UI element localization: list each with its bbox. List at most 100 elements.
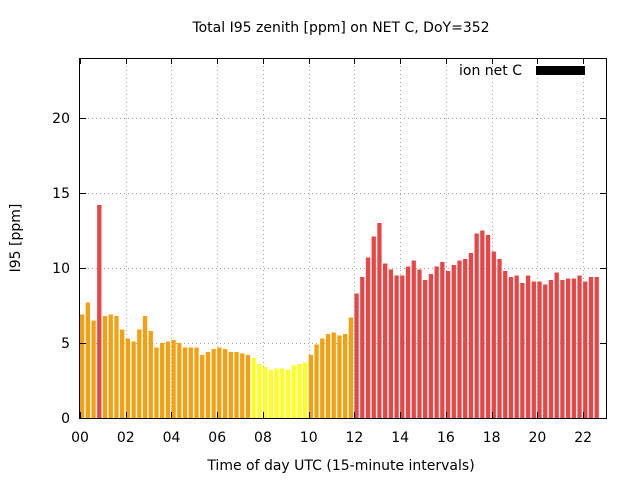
x-tick-label: 20 [528, 430, 546, 446]
x-tick-label: 08 [254, 430, 272, 446]
bar [297, 364, 302, 418]
bar [142, 316, 148, 418]
bar [354, 293, 359, 418]
bar [503, 271, 508, 418]
bar [440, 262, 445, 418]
bar [91, 320, 96, 418]
axis-ticks: 0 5 10 15 20 00 02 04 06 08 10 12 14 16 18 20 22 [52, 58, 606, 446]
bar [554, 272, 559, 418]
bar [480, 230, 485, 418]
bar [222, 349, 228, 418]
bar [251, 358, 256, 418]
bar [302, 362, 308, 418]
x-axis-label: Time of day UTC (15-minute intervals) [206, 458, 474, 474]
bar [211, 349, 216, 418]
bar [331, 332, 336, 418]
bar [177, 343, 182, 418]
bar [85, 302, 91, 418]
bar [160, 343, 165, 418]
bar [577, 275, 582, 418]
bar [571, 278, 576, 418]
bar [325, 334, 331, 418]
x-tick-label: 06 [208, 430, 226, 446]
bar-series [80, 205, 599, 418]
bar [400, 275, 405, 418]
bar [377, 223, 382, 418]
bar [388, 269, 394, 418]
bar [240, 353, 245, 418]
x-tick-label: 18 [483, 430, 501, 446]
y-tick-label: 5 [61, 336, 70, 352]
bar [274, 368, 279, 418]
bar [463, 259, 468, 418]
y-tick-label: 15 [52, 186, 70, 202]
bar [417, 269, 422, 418]
bar [285, 370, 291, 418]
bar [383, 263, 388, 418]
bar [491, 251, 496, 418]
legend-swatch [536, 66, 585, 75]
bar [154, 347, 159, 418]
bar [548, 280, 554, 418]
bar [120, 329, 125, 418]
bar [257, 364, 262, 418]
bar [308, 355, 313, 418]
x-tick-label: 12 [346, 430, 364, 446]
bar [360, 277, 365, 418]
x-tick-label: 14 [391, 430, 409, 446]
bar [280, 368, 285, 418]
bar [588, 277, 594, 418]
bar [405, 266, 411, 418]
bar [194, 347, 199, 418]
bar [428, 274, 434, 418]
x-tick-label: 10 [300, 430, 318, 446]
y-tick-label: 20 [52, 111, 70, 127]
bar [234, 352, 239, 418]
bar [125, 338, 131, 418]
legend: ion net C [459, 63, 585, 79]
bar [217, 347, 222, 418]
bar [165, 341, 171, 418]
bar [148, 331, 153, 418]
bar [80, 314, 85, 418]
bar [97, 205, 102, 418]
legend-label: ion net C [459, 63, 522, 79]
bar [268, 370, 273, 418]
bar [365, 257, 371, 418]
bar [205, 352, 211, 418]
bar [537, 281, 542, 418]
x-tick-label: 22 [574, 430, 592, 446]
bar [337, 335, 342, 418]
bar [291, 365, 296, 418]
plot-frame [79, 58, 607, 419]
bar [137, 329, 142, 418]
bar [594, 277, 599, 418]
bar [262, 367, 268, 418]
y-tick-label: 10 [52, 261, 70, 277]
x-tick-label: 00 [71, 430, 89, 446]
bar [182, 347, 188, 418]
bar [560, 280, 565, 418]
bar [474, 233, 479, 418]
bar [108, 314, 113, 418]
bar [171, 340, 176, 418]
bar [457, 260, 462, 418]
bar [394, 275, 399, 418]
bar [411, 260, 416, 418]
bar [434, 266, 439, 418]
bar [514, 275, 519, 418]
bar [314, 344, 319, 418]
bar [583, 281, 588, 418]
bar [245, 355, 251, 418]
bar [348, 317, 354, 418]
bar [131, 341, 136, 418]
bar [200, 355, 205, 418]
bar [485, 235, 491, 418]
bar [371, 236, 376, 418]
bar [565, 278, 571, 418]
bar [497, 259, 502, 418]
bar [343, 334, 348, 418]
x-tick-label: 16 [437, 430, 455, 446]
y-axis-label: I95 [ppm] [8, 204, 24, 273]
